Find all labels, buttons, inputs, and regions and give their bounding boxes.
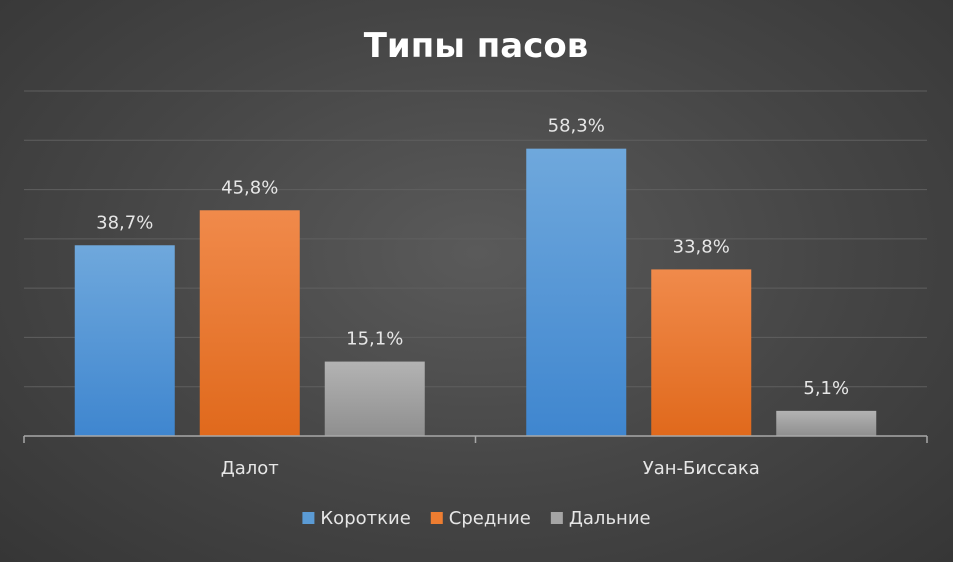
legend: Короткие Средние Дальние: [302, 508, 651, 529]
legend-swatch: [550, 512, 563, 524]
bar-3-1: [324, 361, 425, 436]
bar-1-1: [74, 245, 175, 436]
data-label: 5,1%: [803, 378, 849, 399]
bar-3-2: [776, 410, 877, 436]
data-label: 38,7%: [96, 212, 153, 233]
legend-swatch: [430, 512, 443, 524]
data-label: 58,3%: [548, 116, 605, 137]
category-label: Далот: [221, 458, 279, 479]
chart-title: Типы пасов: [364, 26, 589, 66]
legend-label: Дальние: [569, 508, 651, 529]
bar-1-2: [526, 148, 627, 436]
bars: [74, 148, 877, 436]
category-labels: Далот Уан-Биссака: [221, 458, 760, 479]
legend-label: Короткие: [320, 508, 410, 529]
bar-2-1: [199, 210, 300, 436]
legend-swatch: [302, 512, 315, 524]
legend-label: Средние: [449, 508, 531, 529]
category-label: Уан-Биссака: [643, 458, 760, 479]
data-label: 45,8%: [221, 177, 278, 198]
data-label: 15,1%: [346, 329, 403, 350]
bar-2-2: [651, 269, 752, 436]
data-labels: 38,7% 45,8% 15,1% 58,3% 33,8% 5,1%: [96, 116, 849, 399]
x-axis: [23, 435, 928, 443]
data-label: 33,8%: [673, 236, 730, 257]
